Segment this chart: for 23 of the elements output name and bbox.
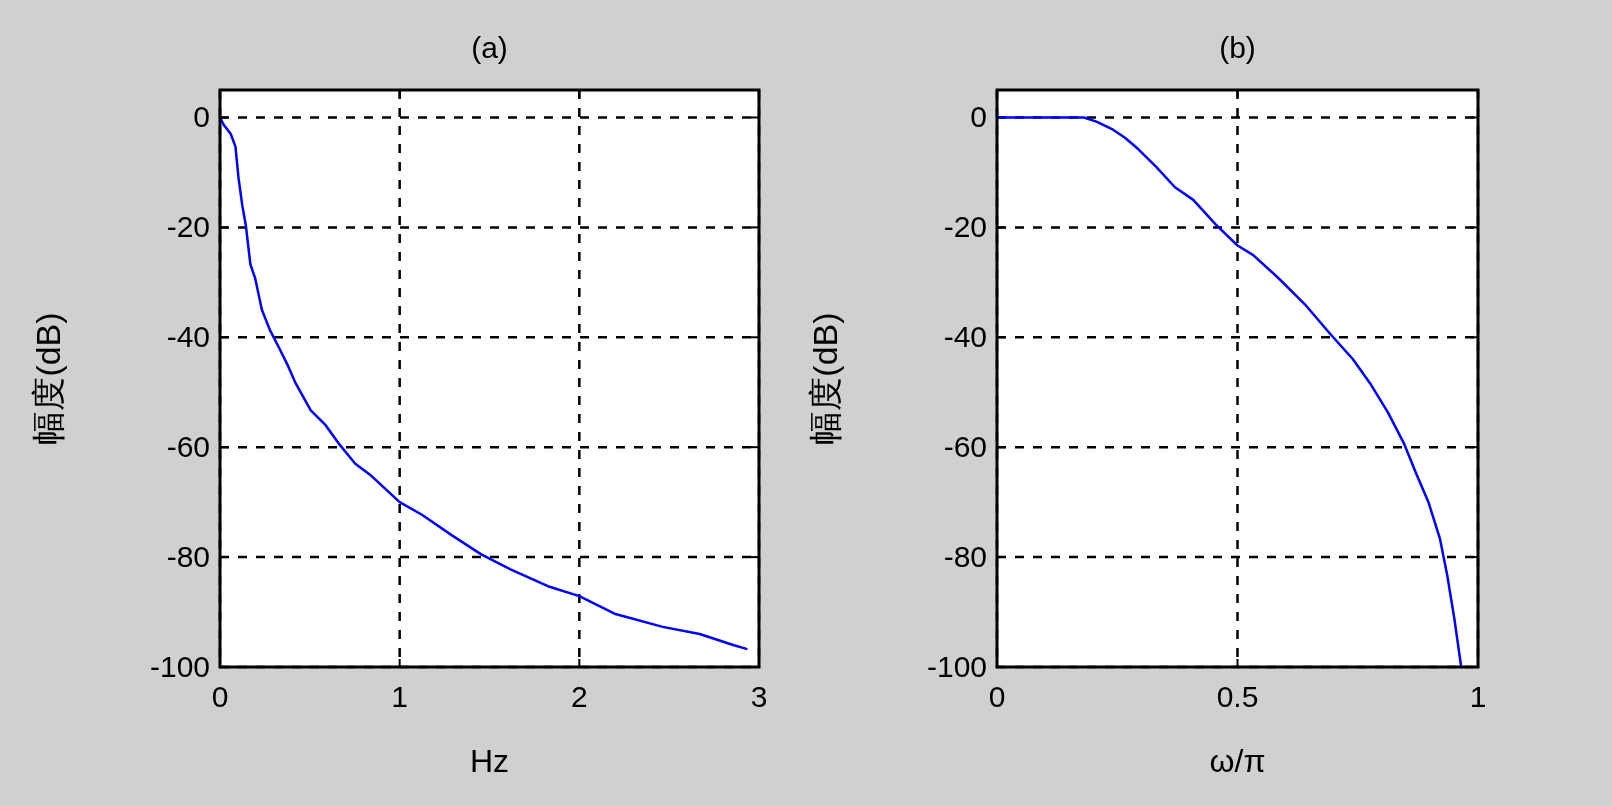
x-tick-label: 1 — [1469, 680, 1487, 713]
y-axis-title: 幅度(dB) — [806, 312, 844, 445]
x-tick-label: 2 — [570, 680, 588, 713]
x-tick-label: 0.5 — [1216, 680, 1259, 713]
y-tick-label: -80 — [166, 540, 210, 574]
y-tick-label: -20 — [943, 210, 987, 244]
y-tick-label: -40 — [166, 320, 210, 354]
x-tick-label: 1 — [391, 680, 409, 713]
x-axis-title: Hz — [469, 743, 510, 779]
y-tick-label: 0 — [193, 100, 210, 134]
y-tick-label: -60 — [166, 430, 210, 464]
y-tick-label: -60 — [943, 430, 987, 464]
y-axis-title: 幅度(dB) — [29, 312, 67, 445]
y-tick-label: 0 — [970, 100, 987, 134]
y-tick-label: -100 — [926, 650, 987, 683]
chart-title: (a) — [471, 31, 508, 64]
chart-title: (b) — [1219, 31, 1256, 64]
x-tick-label: 3 — [750, 680, 768, 713]
x-axis-title: ω/π — [1209, 743, 1266, 779]
y-tick-label: -40 — [943, 320, 987, 354]
y-tick-label: -100 — [149, 650, 210, 683]
y-tick-label: -20 — [166, 210, 210, 244]
y-tick-label: -80 — [943, 540, 987, 574]
